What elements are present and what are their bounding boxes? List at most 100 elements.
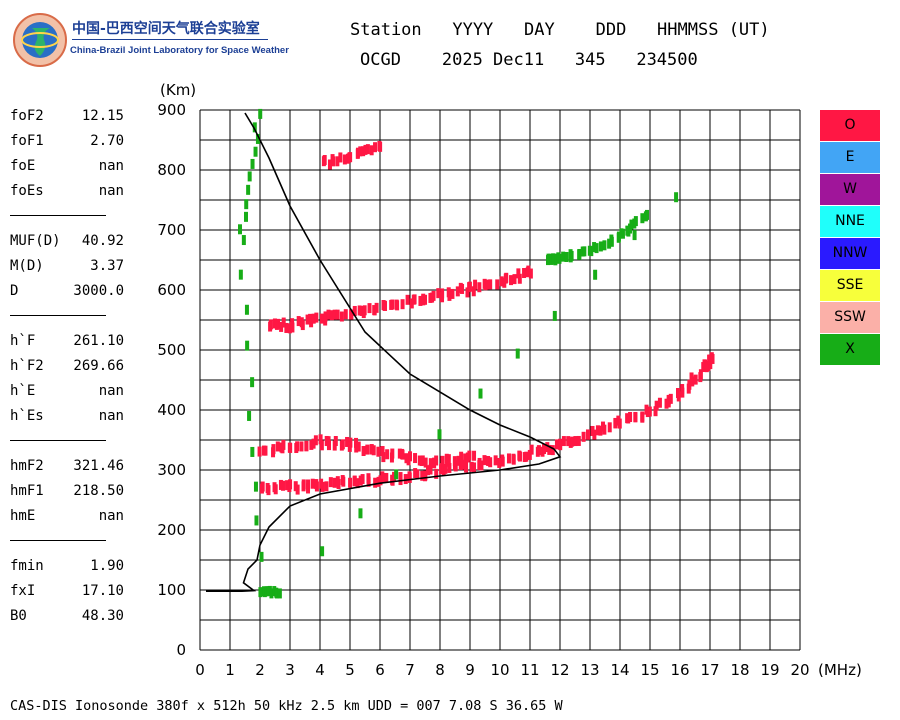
x-mode-echo (244, 211, 249, 222)
o-mode-echo (357, 305, 362, 316)
o-mode-echo (385, 449, 390, 460)
x-mode-echo (241, 235, 246, 246)
o-mode-echo (458, 282, 463, 293)
o-mode-echo (497, 457, 502, 468)
o-mode-echo (446, 454, 451, 465)
o-mode-echo (418, 295, 423, 306)
parameter-value: 17.10 (81, 583, 124, 599)
parameter-row: h`F 261.10 (10, 333, 130, 353)
o-mode-echo (647, 406, 652, 417)
o-mode-echo (628, 411, 633, 422)
parameter-name: h`E (10, 383, 36, 399)
o-mode-echo (517, 273, 522, 284)
parameter-name: M(D) (10, 258, 44, 274)
parameter-value: nan (98, 508, 124, 524)
o-mode-echo (522, 268, 527, 279)
o-mode-echo (366, 476, 371, 487)
o-mode-echo (327, 159, 332, 170)
x-mode-echo (554, 253, 559, 264)
parameter-value: nan (98, 158, 124, 174)
o-mode-echo (341, 476, 346, 487)
o-mode-echo (664, 398, 669, 409)
parameter-row: hmE nan (10, 508, 130, 528)
o-mode-echo (436, 288, 441, 299)
parameter-value: 48.30 (81, 608, 124, 624)
x-mode-echo (274, 588, 279, 599)
o-mode-echo (693, 374, 698, 385)
o-mode-echo (284, 322, 289, 333)
o-mode-echo (488, 457, 493, 468)
o-mode-echo (354, 442, 359, 453)
x-mode-echo (437, 429, 442, 440)
o-mode-echo (328, 477, 333, 488)
o-mode-echo (657, 397, 662, 408)
o-mode-echo (347, 441, 352, 452)
o-mode-echo (400, 299, 405, 310)
x-mode-echo (564, 251, 569, 262)
o-mode-echo (431, 290, 436, 301)
parameter-row: foE nan (10, 158, 130, 178)
o-mode-echo (529, 444, 534, 455)
o-mode-echo (482, 455, 487, 466)
x-tick-label: 20 (790, 661, 809, 679)
o-mode-echo (710, 353, 715, 364)
y-tick-label: 800 (157, 161, 186, 179)
x-axis-label: (MHz) (818, 661, 862, 679)
x-mode-echo (255, 133, 260, 144)
parameter-row: foEs nan (10, 183, 130, 203)
o-mode-echo (423, 470, 428, 481)
o-mode-echo (598, 425, 603, 436)
o-mode-echo (281, 439, 286, 450)
o-mode-echo (472, 450, 477, 461)
o-mode-echo (339, 311, 344, 322)
x-mode-echo (262, 586, 267, 597)
x-mode-echo (629, 219, 634, 230)
parameter-row: M(D) 3.37 (10, 258, 130, 278)
x-mode-echo (598, 241, 603, 252)
x-tick-label: 1 (225, 661, 235, 679)
o-mode-echo (319, 313, 324, 324)
x-mode-echo (633, 216, 638, 227)
x-mode-echo (593, 269, 598, 280)
x-mode-echo (582, 246, 587, 257)
parameter-value: 40.92 (81, 233, 124, 249)
parameter-name: foE (10, 158, 36, 174)
o-mode-echo (680, 384, 685, 395)
x-mode-echo (269, 588, 274, 599)
y-tick-label: 0 (176, 641, 186, 659)
o-mode-echo (356, 441, 361, 452)
parameter-name: MUF(D) (10, 233, 61, 249)
o-mode-echo (335, 156, 340, 167)
o-mode-echo (290, 318, 295, 329)
x-tick-label: 14 (610, 661, 629, 679)
o-mode-echo (338, 152, 343, 163)
o-mode-echo (479, 460, 484, 471)
header-values: OCGD 2025 Dec11 345 234500 (360, 50, 698, 70)
logo-divider (72, 39, 268, 40)
parameter-name: hmE (10, 508, 36, 524)
x-mode-echo (247, 410, 252, 421)
parameter-value: 269.66 (73, 358, 124, 374)
o-mode-echo (285, 480, 290, 491)
o-mode-echo (355, 148, 360, 159)
x-mode-echo (594, 243, 599, 254)
o-mode-echo (383, 300, 388, 311)
o-mode-echo (345, 436, 350, 447)
o-mode-echo (698, 369, 703, 380)
o-mode-echo (314, 481, 319, 492)
o-mode-echo (509, 275, 514, 286)
o-mode-echo (467, 282, 472, 293)
o-mode-echo (450, 288, 455, 299)
o-mode-echo (309, 439, 314, 450)
o-mode-echo (384, 472, 389, 483)
o-mode-echo (400, 449, 405, 460)
o-mode-echo (460, 459, 465, 470)
x-mode-echo (254, 515, 259, 526)
o-mode-echo (409, 298, 414, 309)
o-mode-echo (633, 411, 638, 422)
x-mode-echo (609, 234, 614, 245)
o-mode-echo (499, 276, 504, 287)
x-mode-echo (394, 469, 399, 480)
o-mode-echo (335, 309, 340, 320)
o-mode-echo (586, 429, 591, 440)
